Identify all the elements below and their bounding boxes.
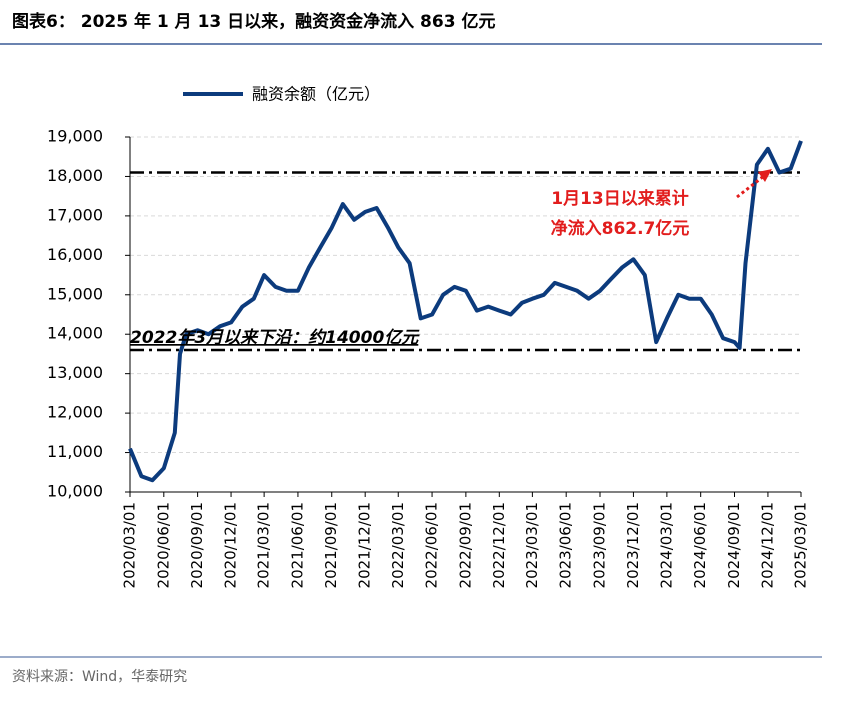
x-tick-label: 2022/09/01 — [456, 502, 474, 588]
x-tick-label: 2023/12/01 — [624, 502, 642, 588]
x-tick-label: 2021/12/01 — [356, 502, 374, 588]
annotation-arrow — [736, 174, 765, 199]
arrow-head — [758, 169, 772, 182]
chart-title: 图表6： 2025 年 1 月 13 日以来，融资资金净流入 863 亿元 — [12, 11, 495, 32]
y-tick-label: 16,000 — [47, 245, 103, 264]
x-tick-label: 2025/03/01 — [792, 502, 810, 588]
data-line — [128, 140, 803, 483]
y-tick-label: 15,000 — [47, 284, 103, 303]
y-tick-label: 11,000 — [47, 442, 103, 461]
y-tick-label: 18,000 — [47, 166, 103, 185]
x-tick-label: 2022/03/01 — [389, 502, 407, 588]
x-tick-label: 2023/09/01 — [590, 502, 608, 588]
y-tick-label: 13,000 — [47, 363, 103, 382]
y-tick-label: 14,000 — [47, 324, 103, 343]
x-tick-label: 2022/12/01 — [490, 502, 508, 588]
y-tick-label: 19,000 — [47, 127, 103, 146]
x-tick-label: 2024/03/01 — [657, 502, 675, 588]
annotation: 2022年3月以来下沿：约14000亿元 — [130, 328, 420, 348]
x-tick-label: 2021/06/01 — [288, 502, 306, 588]
y-tick-label: 10,000 — [47, 482, 103, 501]
x-tick-label: 2020/03/01 — [121, 502, 139, 588]
x-tick-label: 2024/06/01 — [691, 502, 709, 588]
x-tick-label: 2024/09/01 — [725, 502, 743, 588]
x-tick-label: 2022/06/01 — [423, 502, 441, 588]
annotation: 1月13日以来累计 — [551, 188, 689, 209]
y-tick-label: 12,000 — [47, 403, 103, 422]
source: 资料来源：Wind，华泰研究 — [12, 669, 187, 685]
y-tick-label: 17,000 — [47, 205, 103, 224]
x-tick-label: 2023/06/01 — [557, 502, 575, 588]
x-tick-label: 2024/12/01 — [758, 502, 776, 588]
x-tick-label: 2021/09/01 — [322, 502, 340, 588]
x-tick-label: 2023/03/01 — [523, 502, 541, 588]
legend-label: 融资余额（亿元） — [252, 85, 380, 104]
x-tick-label: 2020/06/01 — [154, 502, 172, 588]
annotation: 净流入862.7亿元 — [551, 218, 690, 239]
plot: 10,000 11,000 12,000 13,000 14,000 15,000 16,0… — [47, 85, 809, 589]
x-tick-label: 2020/12/01 — [222, 502, 240, 588]
x-tick-label: 2020/09/01 — [188, 502, 206, 588]
x-tick-label: 2021/03/01 — [255, 502, 273, 588]
